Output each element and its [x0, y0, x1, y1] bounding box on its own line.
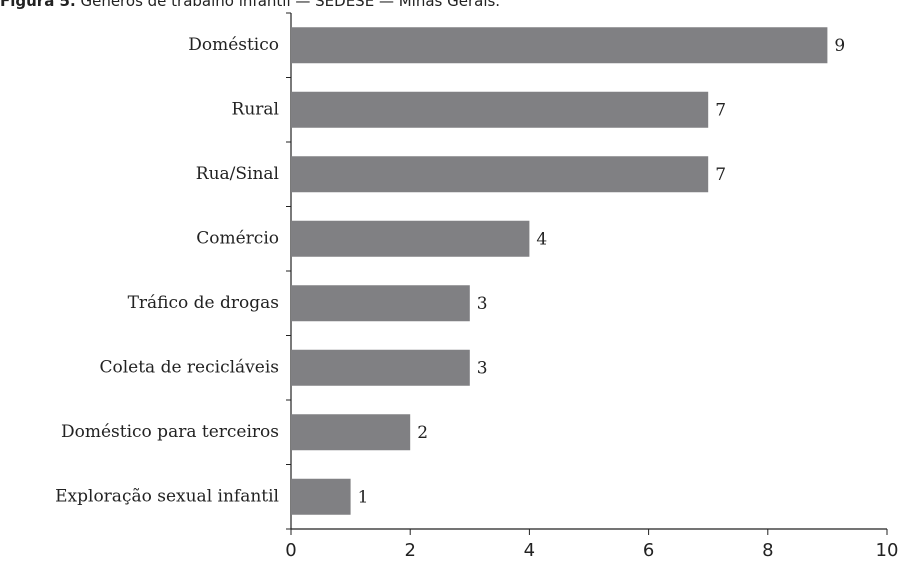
y-tick-label: Exploração sexual infantil — [55, 486, 279, 506]
x-tick-label: 10 — [876, 540, 899, 561]
data-label: 3 — [477, 358, 488, 378]
x-tick-label: 0 — [285, 540, 296, 561]
bar — [291, 285, 470, 322]
bar — [291, 156, 709, 193]
data-label: 9 — [834, 36, 845, 56]
x-tick-label: 2 — [404, 540, 415, 561]
bar — [291, 220, 530, 257]
y-tick-label: Rua/Sinal — [196, 164, 279, 184]
data-label: 3 — [477, 294, 488, 314]
bar — [291, 91, 709, 128]
y-tick-label: Comércio — [196, 228, 279, 248]
y-tick-label: Rural — [232, 99, 279, 119]
y-tick-label: Tráfico de drogas — [128, 293, 279, 313]
x-tick-label: 4 — [524, 540, 535, 561]
title-label: Figura 5. — [0, 0, 76, 10]
y-tick-label: Doméstico para terceiros — [61, 422, 279, 442]
data-label: 2 — [417, 423, 428, 443]
x-tick-label: 8 — [762, 540, 773, 561]
bar — [291, 27, 828, 64]
bar — [291, 349, 470, 386]
chart-title: Figura 5. Gêneros de trabalho infantil —… — [0, 0, 500, 10]
bar — [291, 414, 411, 451]
data-label: 4 — [536, 229, 547, 249]
bar — [291, 478, 351, 515]
x-tick-label: 6 — [643, 540, 654, 561]
y-tick-label: Coleta de recicláveis — [99, 357, 279, 377]
title-text: Gêneros de trabalho infantil — SEDESE — … — [80, 0, 500, 10]
data-label: 7 — [715, 100, 726, 120]
data-label: 7 — [715, 165, 726, 185]
y-tick-label: Doméstico — [188, 35, 279, 55]
data-label: 1 — [358, 487, 369, 507]
